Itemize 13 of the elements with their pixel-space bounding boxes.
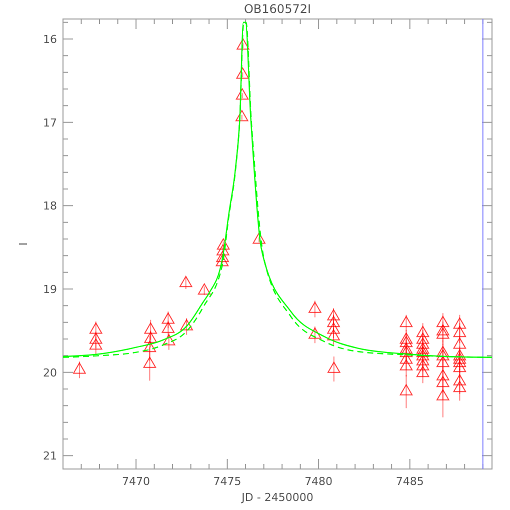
y-tick-label: 20 bbox=[43, 366, 57, 380]
x-tick-label: 7470 bbox=[122, 475, 150, 488]
y-tick-label: 17 bbox=[43, 116, 57, 130]
x-tick-label: 7485 bbox=[396, 475, 424, 488]
chart-title: OB160572I bbox=[244, 2, 312, 16]
y-tick-label: 18 bbox=[43, 200, 57, 213]
x-axis-title: JD - 2450000 bbox=[240, 491, 314, 504]
y-tick-label: 16 bbox=[43, 33, 57, 46]
y-tick-label: 21 bbox=[43, 450, 57, 463]
y-tick-label: 19 bbox=[43, 283, 57, 296]
x-tick-label: 7475 bbox=[213, 475, 242, 488]
y-axis-title: I bbox=[17, 242, 30, 246]
x-tick-label: 7480 bbox=[304, 475, 333, 488]
